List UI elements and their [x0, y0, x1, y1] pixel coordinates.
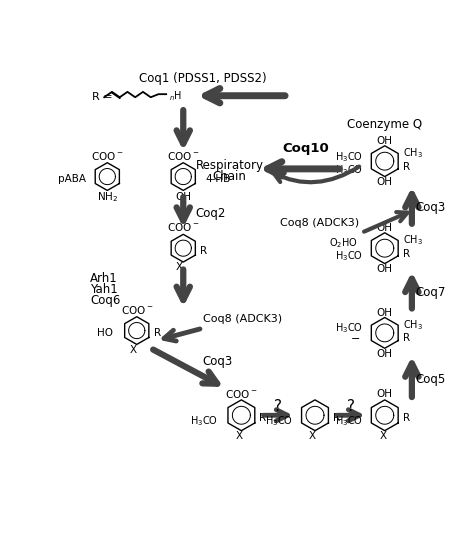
Text: CH$_3$: CH$_3$ — [402, 318, 423, 332]
Text: R: R — [402, 162, 410, 171]
Text: R: R — [402, 413, 410, 423]
Text: R =: R = — [92, 93, 112, 102]
Text: Coq3: Coq3 — [416, 201, 446, 214]
Text: Coq8 (ADCK3): Coq8 (ADCK3) — [280, 218, 359, 228]
Text: CH$_3$: CH$_3$ — [402, 147, 423, 160]
Text: Coq1 (PDSS1, PDSS2): Coq1 (PDSS1, PDSS2) — [139, 72, 266, 85]
Text: OH: OH — [175, 193, 191, 202]
Text: H$_3$CO: H$_3$CO — [265, 414, 293, 427]
Text: COO$^-$: COO$^-$ — [167, 150, 200, 162]
Text: Coq6: Coq6 — [90, 294, 120, 307]
Text: H$_3$CO: H$_3$CO — [335, 321, 363, 335]
Text: Arh1: Arh1 — [90, 273, 118, 286]
Text: Coq8 (ADCK3): Coq8 (ADCK3) — [202, 314, 282, 324]
Text: R: R — [201, 246, 208, 256]
Text: R: R — [402, 248, 410, 259]
Text: R: R — [259, 413, 266, 423]
Text: COO$^-$: COO$^-$ — [167, 221, 200, 233]
Text: OH: OH — [377, 223, 393, 233]
Text: OH: OH — [377, 348, 393, 359]
Text: R: R — [333, 413, 340, 423]
Text: OH: OH — [377, 389, 393, 399]
Text: COO$^-$: COO$^-$ — [225, 388, 257, 400]
Text: Coq2: Coq2 — [195, 207, 225, 220]
Text: X: X — [380, 431, 387, 441]
Text: Coq7: Coq7 — [416, 286, 446, 299]
Text: H$_3$CO: H$_3$CO — [190, 414, 218, 427]
Text: 4-HB: 4-HB — [205, 174, 230, 184]
Text: X: X — [176, 262, 183, 273]
Text: H$_3$CO: H$_3$CO — [335, 249, 363, 263]
Text: H$_3$CO: H$_3$CO — [335, 150, 363, 164]
Text: H$_3$CO: H$_3$CO — [335, 414, 363, 427]
Text: OH: OH — [377, 136, 393, 146]
Text: O$_2$HO: O$_2$HO — [329, 236, 357, 250]
Text: Respiratory: Respiratory — [196, 159, 264, 171]
Text: Yah1: Yah1 — [90, 283, 118, 296]
Text: OH: OH — [377, 264, 393, 274]
Text: H$_3$CO: H$_3$CO — [335, 163, 363, 176]
Text: Coq3: Coq3 — [202, 355, 233, 368]
Text: $_{n}$H: $_{n}$H — [169, 89, 182, 103]
Text: X: X — [236, 431, 243, 441]
Text: OH: OH — [377, 177, 393, 187]
Text: Coenzyme Q: Coenzyme Q — [347, 118, 422, 131]
Text: Coq10: Coq10 — [283, 142, 329, 155]
Text: HO: HO — [98, 328, 113, 338]
Text: NH$_2$: NH$_2$ — [97, 190, 118, 204]
Text: ?: ? — [346, 399, 355, 413]
Text: pABA: pABA — [58, 174, 86, 184]
Text: R: R — [154, 328, 161, 338]
Text: R: R — [402, 333, 410, 344]
Text: Coq5: Coq5 — [416, 373, 446, 386]
Text: COO$^-$: COO$^-$ — [91, 150, 124, 162]
Text: CH$_3$: CH$_3$ — [402, 234, 423, 247]
Text: X: X — [129, 345, 137, 355]
Text: −: − — [351, 334, 360, 344]
Text: ?: ? — [274, 399, 282, 413]
Text: X: X — [309, 431, 316, 441]
Text: Chain: Chain — [213, 170, 246, 183]
Text: COO$^-$: COO$^-$ — [120, 304, 153, 316]
Text: OH: OH — [377, 308, 393, 318]
